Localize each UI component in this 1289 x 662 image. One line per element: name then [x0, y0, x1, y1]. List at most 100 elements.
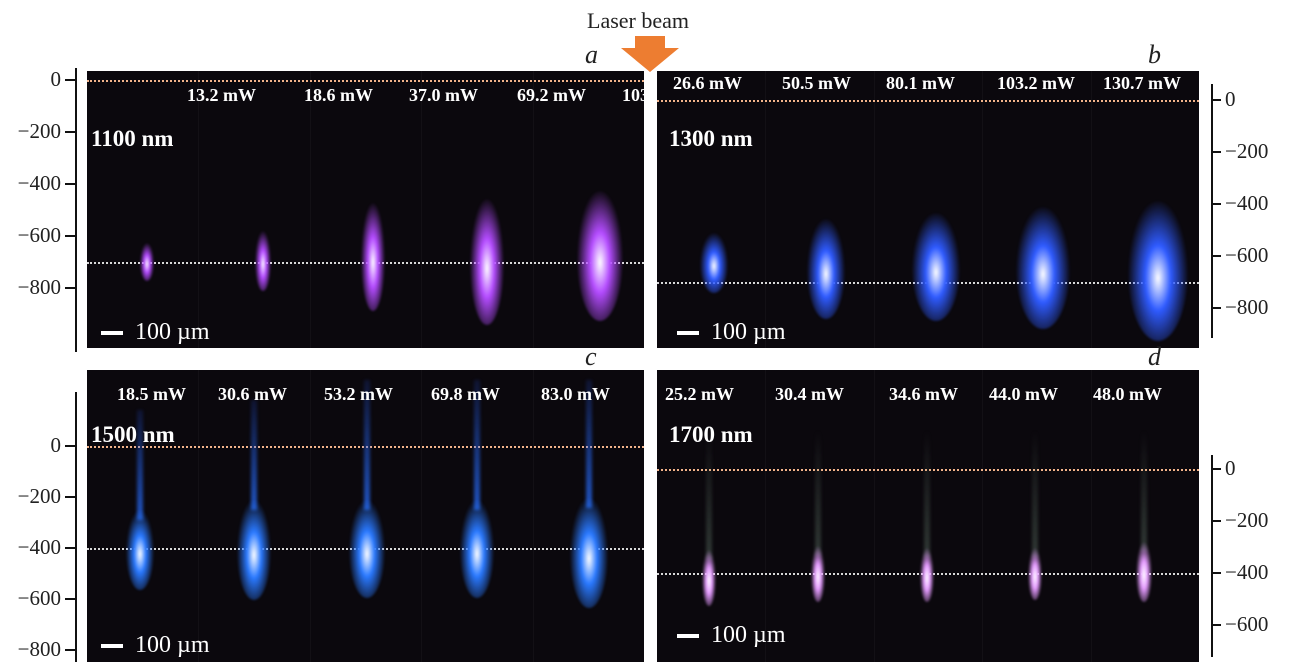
plasma-spot [700, 233, 728, 293]
axis-tick-label: −400 [17, 535, 61, 559]
reference-line [657, 469, 1199, 471]
panel-letter: a [585, 40, 598, 69]
filament-streak [1141, 430, 1147, 552]
reference-line [87, 80, 644, 82]
plasma-spot [920, 548, 934, 602]
axis-tick-label: −600 [1225, 243, 1269, 267]
plasma-spot [237, 500, 271, 600]
laser-beam-label: Laser beam [587, 8, 689, 33]
plasma-image-panel-d: 25.2 mW 30.4 mW 34.6 mW 44.0 mW 48.0 mW 1700 … [657, 370, 1199, 662]
plasma-spot [349, 500, 385, 598]
image-strip-divider [421, 370, 422, 662]
power-label: 18.5 mW [117, 384, 186, 404]
panel-letter: b [1148, 40, 1161, 69]
scale-bar-line [677, 330, 699, 335]
axis-tick [1211, 468, 1221, 470]
depth-axis [1211, 455, 1213, 657]
wavelength-label: 1500 nm [91, 422, 175, 447]
axis-tick-label: −400 [1225, 191, 1269, 215]
scale-bar-line [101, 643, 123, 648]
axis-tick [1211, 255, 1221, 257]
filament-streak [706, 430, 712, 560]
power-label: 69.2 mW [517, 85, 586, 105]
plasma-spot [1128, 201, 1188, 341]
panel-letter: c [585, 342, 597, 371]
filament-streak [251, 400, 257, 510]
wavelength-label: 1100 nm [91, 126, 174, 151]
wavelength-label: 1700 nm [669, 422, 753, 447]
power-label: 37.0 mW [409, 85, 478, 105]
power-label: 80.1 mW [886, 73, 955, 93]
plasma-spot [702, 550, 716, 606]
image-strip-divider [765, 71, 766, 348]
image-strip-divider [982, 370, 983, 662]
axis-tick-label: −200 [17, 484, 61, 508]
plasma-spot [1016, 207, 1070, 329]
axis-tick [65, 287, 75, 289]
axis-tick [1211, 151, 1221, 153]
power-label: 25.2 mW [665, 384, 734, 404]
axis-tick [65, 183, 75, 185]
axis-tick-label: −800 [17, 637, 61, 661]
filament-streak [364, 380, 370, 510]
axis-tick [1211, 624, 1221, 626]
image-strip-divider [874, 370, 875, 662]
filament-streak [815, 430, 821, 556]
image-strip-divider [198, 71, 199, 348]
scale-bar-line [677, 633, 699, 638]
plasma-spot [126, 510, 154, 590]
scale-bar-label: 100 µm [135, 319, 210, 345]
axis-tick [1211, 203, 1221, 205]
image-strip-divider [874, 71, 875, 348]
plasma-spot [460, 500, 494, 598]
depth-axis [75, 68, 77, 352]
power-label: 30.4 mW [775, 384, 844, 404]
plasma-image-panel-c: 18.5 mW 30.6 mW 53.2 mW 69.8 mW 83.0 mW 1500 … [87, 370, 644, 662]
scale-bar: 100 µm [101, 319, 210, 346]
axis-tick [1211, 99, 1221, 101]
image-strip-divider [1091, 71, 1092, 348]
plasma-spot [361, 203, 385, 311]
scale-bar: 100 µm [677, 622, 786, 649]
axis-tick-label: −400 [17, 171, 61, 195]
image-strip-divider [533, 370, 534, 662]
power-label: 130.7 mW [1103, 73, 1181, 93]
power-label: 103.2 mW [622, 85, 644, 105]
plasma-spot [1028, 548, 1042, 600]
image-strip-divider [1091, 370, 1092, 662]
wavelength-label: 1300 nm [669, 126, 753, 151]
axis-tick-label: −600 [17, 223, 61, 247]
image-strip-divider [310, 71, 311, 348]
scale-bar-label: 100 µm [135, 632, 210, 658]
image-strip-divider [982, 71, 983, 348]
axis-tick-label: 0 [1225, 456, 1236, 480]
plasma-spot [140, 243, 154, 281]
reference-line [657, 100, 1199, 102]
image-strip-divider [533, 71, 534, 348]
filament-streak [924, 430, 930, 558]
axis-tick-label: 0 [50, 433, 62, 457]
axis-tick [65, 445, 75, 447]
axis-tick-label: −200 [1225, 139, 1269, 163]
axis-tick [65, 235, 75, 237]
axis-tick-label: −800 [17, 275, 61, 299]
power-label: 103.2 mW [997, 73, 1075, 93]
axis-tick [65, 131, 75, 133]
power-label: 30.6 mW [218, 384, 287, 404]
scale-bar: 100 µm [677, 319, 786, 346]
power-label: 48.0 mW [1093, 384, 1162, 404]
filament-streak [474, 380, 480, 510]
filament-streak [586, 380, 592, 508]
panel-letter: d [1148, 342, 1161, 371]
scale-bar: 100 µm [101, 632, 210, 659]
axis-tick-label: −800 [1225, 295, 1269, 319]
image-strip-divider [310, 370, 311, 662]
power-label: 50.5 mW [782, 73, 851, 93]
image-strip-divider [765, 370, 766, 662]
plasma-spot [570, 498, 608, 608]
axis-tick-label: −600 [17, 586, 61, 610]
plasma-spot [255, 231, 271, 291]
scale-bar-label: 100 µm [711, 319, 786, 345]
axis-tick [65, 547, 75, 549]
plasma-image-panel-a: 13.2 mW 18.6 mW 37.0 mW 69.2 mW 103.2 mW 1100… [87, 71, 644, 348]
